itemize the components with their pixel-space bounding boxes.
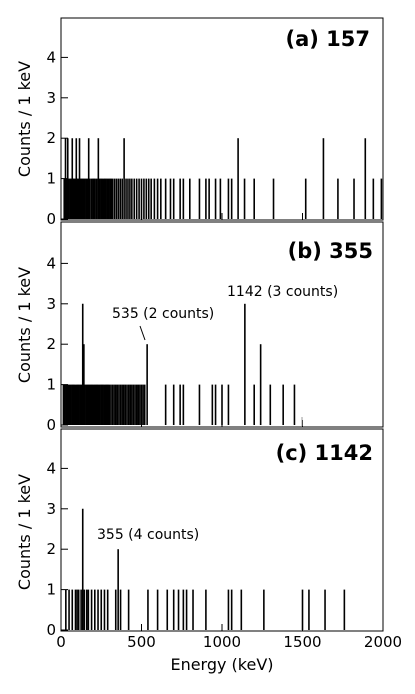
panel-c-y-tick-label: 1 <box>46 581 56 599</box>
panel-a-y-ticks: 0 1 2 3 4 <box>46 48 68 228</box>
panel-a-bars <box>63 138 383 219</box>
panel-b-y-tick-label: 0 <box>46 416 56 434</box>
panel-a-y-tick-label: 4 <box>46 48 56 66</box>
panel-b: 0 1 2 3 4 (b) 355 Counts / 1 keV 535 (2 coun… <box>15 221 384 434</box>
x-tick-label: 0 <box>56 633 66 651</box>
panel-b-annotation-535: 535 (2 counts) <box>112 306 214 322</box>
x-axis-tick-labels: 0 500 1000 1500 2000 <box>56 633 402 651</box>
panel-a: 0 1 2 3 4 (a) 157 Counts / 1 keV <box>15 17 384 228</box>
panel-c-y-tick-label: 2 <box>46 540 56 558</box>
panel-b-annotation-leader-535 <box>139 325 146 341</box>
panel-b-y-axis-label: Counts / 1 keV <box>15 267 34 383</box>
panel-b-y-tick-label: 4 <box>46 254 56 272</box>
panel-c-y-tick-label: 4 <box>46 459 56 477</box>
panel-a-y-tick-label: 3 <box>46 89 56 107</box>
panel-a-x-ticks <box>60 213 384 220</box>
panel-b-bars <box>62 303 296 425</box>
panel-c-x-ticks <box>60 624 384 631</box>
panel-c: 0 1 2 3 4 (c) 1142 Counts / 1 keV 355 (4 cou… <box>15 428 384 639</box>
panel-c-bars <box>65 508 346 630</box>
panel-c-y-axis-label: Counts / 1 keV <box>15 474 34 590</box>
x-tick-label: 500 <box>127 633 156 651</box>
x-tick-label: 1000 <box>203 633 241 651</box>
x-axis-label: Energy (keV) <box>170 655 273 674</box>
panel-c-y-ticks: 0 1 2 3 4 <box>46 459 68 639</box>
panel-b-y-ticks: 0 1 2 3 4 <box>46 254 68 434</box>
panel-a-y-tick-label: 1 <box>46 170 56 188</box>
x-tick-label: 2000 <box>364 633 402 651</box>
panel-c-y-tick-label: 3 <box>46 500 56 518</box>
panel-a-y-tick-label: 0 <box>46 210 56 228</box>
panel-b-y-tick-label: 1 <box>46 376 56 394</box>
panel-b-y-tick-label: 2 <box>46 335 56 353</box>
panel-c-title: (c) 1142 <box>276 441 373 465</box>
x-tick-label: 1500 <box>283 633 321 651</box>
panel-a-y-axis-label: Counts / 1 keV <box>15 61 34 177</box>
panel-b-y-tick-label: 3 <box>46 295 56 313</box>
panel-c-y-tick-label: 0 <box>46 621 56 639</box>
panel-a-y-tick-label: 2 <box>46 129 56 147</box>
panel-b-annotation-1142: 1142 (3 counts) <box>227 284 338 300</box>
panel-c-annotation-355: 355 (4 counts) <box>97 527 199 543</box>
panel-a-title: (a) 157 <box>285 27 370 51</box>
panel-b-title: (b) 355 <box>288 239 373 263</box>
